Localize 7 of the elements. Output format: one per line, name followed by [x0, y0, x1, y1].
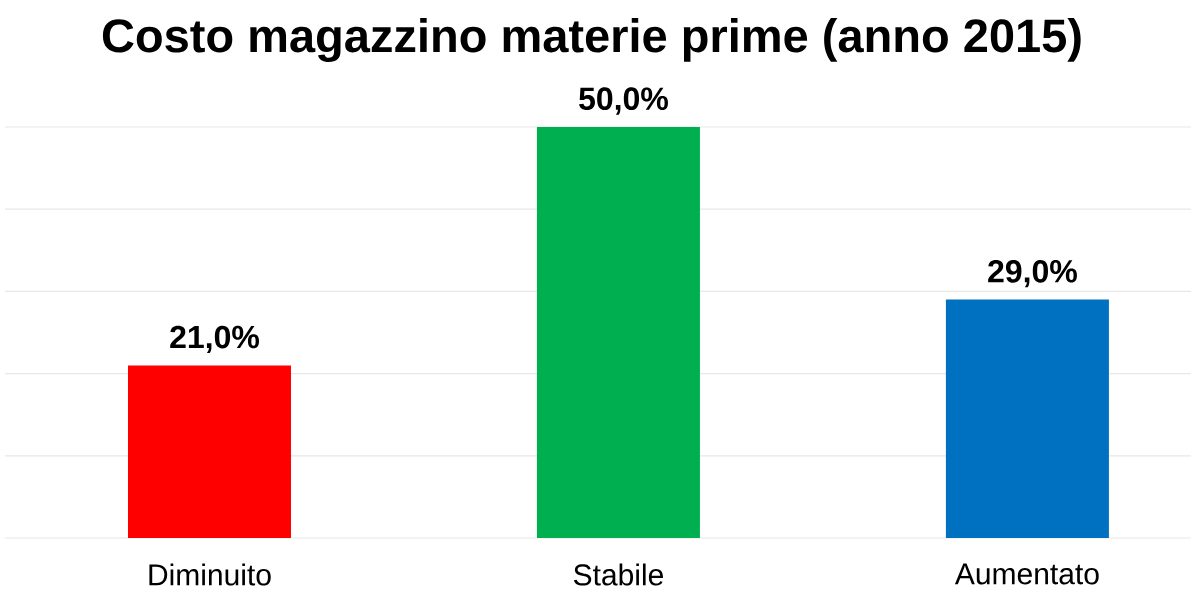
chart-title: Costo magazzino materie prime (anno 2015) [102, 17, 1081, 62]
data-label: 21,0% [170, 325, 259, 354]
x-tick-label: Stabile [573, 563, 663, 586]
data-label: 29,0% [988, 259, 1077, 288]
x-tick-label: Aumentato [954, 563, 1099, 585]
x-tick-label: Diminuito [149, 563, 271, 586]
data-label: 50,0% [579, 87, 668, 115]
